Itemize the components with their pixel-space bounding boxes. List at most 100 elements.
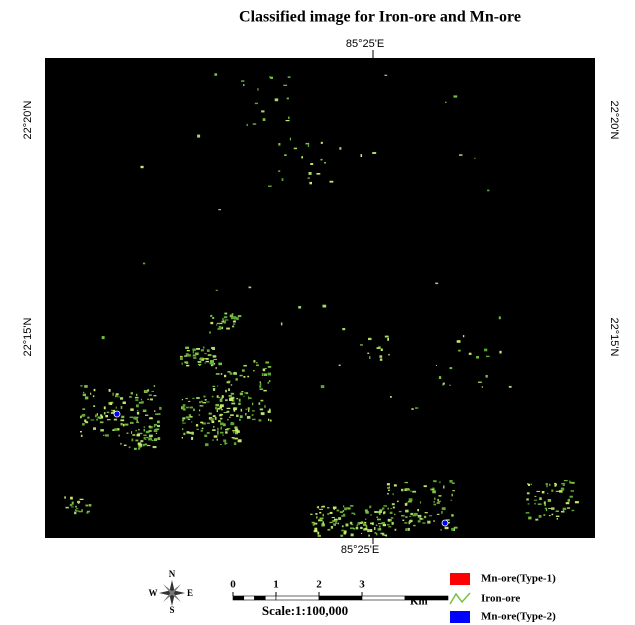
pixel — [538, 515, 542, 518]
pixel — [216, 395, 219, 398]
pixel — [364, 527, 368, 531]
pixel — [474, 157, 476, 159]
pixel — [404, 503, 408, 506]
pixel — [310, 513, 313, 515]
pixel — [100, 415, 104, 419]
pixel — [216, 438, 218, 441]
pixel — [135, 396, 139, 399]
pixel — [369, 505, 372, 508]
pixel — [268, 380, 271, 383]
pixel — [387, 492, 389, 495]
pixel — [310, 163, 314, 165]
pixel — [215, 407, 218, 410]
pixel — [230, 396, 235, 400]
pixel — [218, 420, 221, 423]
pixel — [562, 509, 565, 512]
pixel — [65, 506, 69, 509]
pixel — [232, 430, 236, 432]
pixel — [223, 316, 228, 319]
pixel — [90, 419, 95, 421]
pixel — [154, 438, 158, 441]
pixel — [233, 372, 237, 375]
pixel — [270, 76, 273, 79]
pixel — [381, 507, 385, 510]
pixel — [410, 512, 414, 516]
pixel — [217, 432, 219, 436]
scale-text: Scale:1:100,000 — [262, 603, 348, 618]
pixel — [105, 415, 108, 418]
pixel — [189, 406, 193, 409]
pixel — [322, 304, 327, 308]
pixel — [333, 518, 338, 521]
pixel — [267, 372, 271, 376]
pixel — [405, 528, 407, 531]
pixel — [234, 318, 236, 322]
pixel — [407, 527, 410, 531]
pixel — [381, 521, 386, 524]
pixel — [365, 518, 367, 520]
pixel — [285, 120, 290, 122]
pixel — [200, 421, 204, 424]
pixel — [384, 74, 388, 76]
pixel — [345, 523, 349, 527]
pixel — [562, 507, 567, 510]
pixel — [198, 364, 201, 366]
pixel — [205, 358, 209, 360]
pixel — [368, 534, 370, 537]
pixel — [311, 521, 315, 524]
pixel — [212, 385, 216, 387]
pixel — [468, 352, 472, 355]
pixel — [220, 431, 224, 434]
pixel — [268, 418, 270, 421]
pixel — [96, 418, 98, 421]
pixel — [138, 443, 143, 447]
pixel — [233, 316, 237, 320]
legend-label: Mn-ore(Type-2) — [481, 611, 556, 623]
pixel — [386, 524, 390, 526]
pixel — [339, 511, 343, 513]
pixel — [202, 402, 206, 404]
pixel — [239, 415, 243, 418]
pixel — [116, 428, 120, 431]
pixel — [192, 350, 194, 354]
pixel — [442, 382, 445, 385]
pixel — [233, 431, 235, 434]
pixel — [317, 531, 320, 535]
pixel — [97, 416, 101, 419]
pixel — [224, 374, 227, 378]
pixel — [342, 510, 345, 512]
pixel — [200, 349, 204, 352]
scale-bar: 0 1 2 3 — [230, 579, 449, 601]
legend-swatch — [450, 573, 470, 585]
compass-s: S — [169, 605, 174, 615]
pixel — [355, 526, 359, 530]
title: Classified image for Iron-ore and Mn-ore — [239, 9, 521, 26]
pixel — [199, 405, 201, 407]
pixel — [230, 384, 233, 386]
pixel — [235, 378, 238, 381]
pixel — [260, 412, 265, 414]
pixel — [235, 431, 238, 435]
pixel — [100, 414, 103, 416]
pixel — [193, 408, 195, 412]
pixel — [222, 423, 226, 427]
pixel — [241, 80, 245, 82]
pixel — [87, 416, 90, 419]
pixel — [143, 428, 145, 432]
pixel — [568, 498, 570, 501]
compass: N S W E — [149, 569, 194, 615]
pixel — [149, 417, 153, 420]
pixel — [231, 437, 235, 439]
compass-n: N — [169, 569, 176, 579]
pixel — [140, 398, 142, 401]
pixel — [376, 347, 380, 349]
pixel — [432, 487, 435, 490]
pixel — [430, 488, 432, 491]
pixel — [210, 418, 214, 421]
pixel — [223, 320, 226, 324]
pixel — [268, 185, 272, 187]
pixel — [555, 515, 560, 517]
pixel — [144, 390, 149, 393]
pixel — [153, 425, 156, 428]
pixel — [313, 529, 318, 533]
